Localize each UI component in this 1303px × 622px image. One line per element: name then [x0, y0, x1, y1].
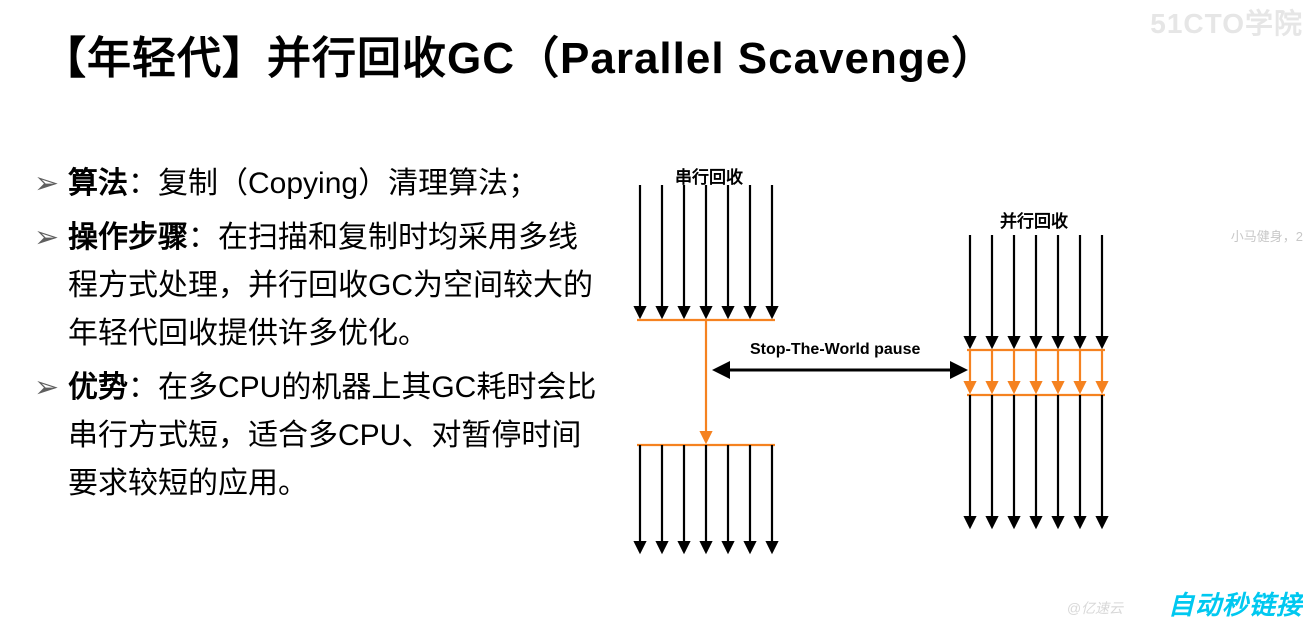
bullet-marker-icon: ➢: [34, 214, 68, 262]
diagram-svg: [620, 155, 1290, 575]
bullet-item: ➢ 操作步骤：在扫描和复制时均采用多线程方式处理，并行回收GC为空间较大的年轻代…: [34, 214, 604, 358]
bullet-label: 优势: [68, 371, 128, 404]
gc-diagram: 串行回收 并行回收 Stop-The-World pause: [620, 155, 1290, 575]
watermark-bottom-right: 自动秒链接: [1168, 585, 1303, 622]
bullet-rest: ：在多CPU的机器上其GC耗时会比串行方式短，适合多CPU、对暂停时间要求较短的…: [68, 371, 596, 500]
bullet-list: ➢ 算法：复制（Copying）清理算法； ➢ 操作步骤：在扫描和复制时均采用多…: [34, 160, 604, 514]
bullet-marker-icon: ➢: [34, 364, 68, 412]
bullet-label: 算法: [68, 167, 128, 200]
bullet-item: ➢ 优势：在多CPU的机器上其GC耗时会比串行方式短，适合多CPU、对暂停时间要…: [34, 364, 604, 508]
bullet-item: ➢ 算法：复制（Copying）清理算法；: [34, 160, 604, 208]
bullet-text: 算法：复制（Copying）清理算法；: [68, 160, 538, 208]
bullet-text: 优势：在多CPU的机器上其GC耗时会比串行方式短，适合多CPU、对暂停时间要求较…: [68, 364, 604, 508]
bullet-rest: ：复制（Copying）清理算法；: [128, 167, 538, 200]
bullet-marker-icon: ➢: [34, 160, 68, 208]
bullet-label: 操作步骤: [68, 221, 188, 254]
bullet-text: 操作步骤：在扫描和复制时均采用多线程方式处理，并行回收GC为空间较大的年轻代回收…: [68, 214, 604, 358]
slide-title: 【年轻代】并行回收GC（Parallel Scavenge）: [42, 22, 996, 86]
watermark-bottom-left: @亿速云: [1067, 598, 1123, 618]
watermark-top-right: 51CTO学院: [1150, 2, 1303, 42]
